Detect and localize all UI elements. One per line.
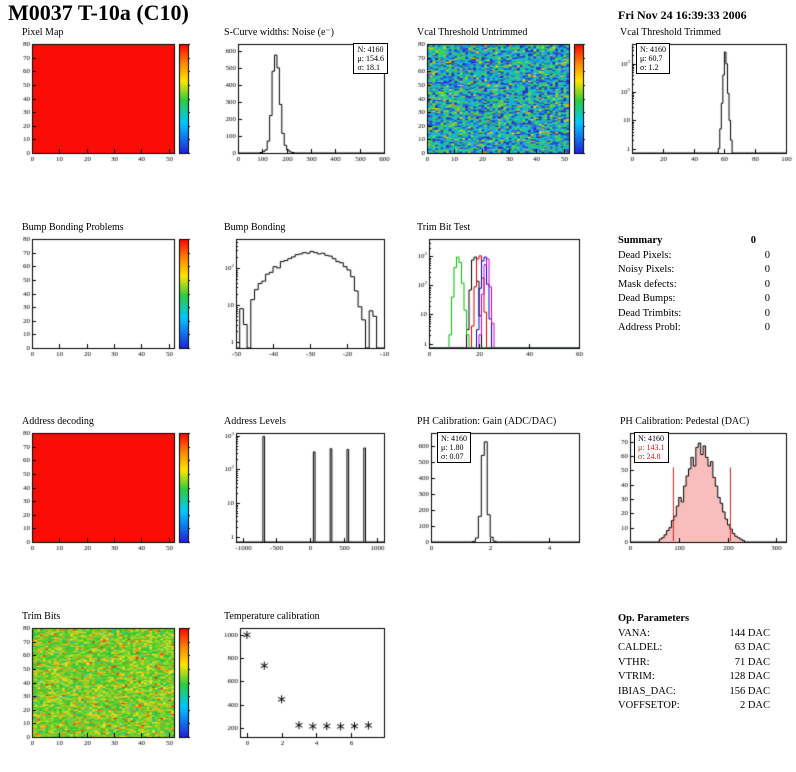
panel-pixel-map: Pixel Map [8,27,204,167]
chart-title: Vcal Threshold Trimmed [620,27,721,38]
summary-value: 0 [750,235,756,246]
summary-header: Summary 0 [618,234,770,249]
stats-box: N: 4160 μ: 1.80 σ: 0.07 [437,432,471,463]
op-parameter-label: CALDEL: [618,642,663,653]
panel-address-levels: Address Levels [210,416,392,556]
op-parameter-label: VTHR: [618,656,650,668]
op-parameter-label: VANA: [618,627,650,639]
report-title: M0037 T-10a (C10) [8,0,189,25]
op-parameter-label: VOFFSETOP: [618,700,680,711]
stat-entries: N: 4160 [638,434,664,443]
stat-sigma: σ: 24.8 [638,452,661,461]
summary-count: 0 [764,322,770,333]
stat-mean: μ: 143.1 [638,443,665,452]
chart-title: Bump Bonding [224,222,286,233]
op-parameter-value: 128 DAC [729,671,770,682]
panel-temperature: Temperature calibration [210,611,392,751]
trim-bits-chart [8,623,204,751]
summary-label: Address Probl: [618,322,681,333]
panel-ph-pedestal: PH Calibration: Pedestal (DAC) N: 4160 μ… [606,416,794,556]
stat-sigma: σ: 18.1 [357,63,381,72]
panel-scurve-noise: S-Curve widths: Noise (e⁻) N: 4160 μ: 15… [210,27,392,167]
op-parameter-row: VTRIM: 128 DAC [618,670,770,685]
bump-problems-chart [8,234,204,362]
trim-bit-test-chart [403,234,587,362]
op-parameter-row: VOFFSETOP: 2 DAC [618,699,770,714]
summary-count: 0 [764,278,770,290]
op-parameter-label: VTRIM: [618,671,655,682]
address-decoding-chart [8,428,204,556]
summary-count: 0 [764,307,770,319]
stat-entries: N: 4160 [441,434,467,443]
summary-count: 0 [764,293,770,304]
chart-title: Trim Bit Test [417,222,471,233]
chart-title: Vcal Threshold Untrimmed [417,27,528,38]
op-parameter-row: VANA: 144 DAC [618,627,770,642]
chart-title: Pixel Map [22,27,64,38]
summary-row: Dead Bumps: 0 [618,292,770,307]
vcal-trimmed-chart [606,39,794,167]
stats-box: N: 4160 μ: 154.6 σ: 18.1 [353,43,388,74]
stats-box: N: 4160 μ: 143.1 σ: 24.8 [634,432,669,463]
op-parameter-value: 2 DAC [739,700,770,711]
stat-mean: μ: 1.80 [441,443,464,452]
ph-gain-chart [403,428,587,556]
summary-label: Dead Trimbits: [618,307,682,319]
stats-box: N: 4160 μ: 60.7 σ: 1.2 [636,43,670,74]
summary-label: Dead Bumps: [618,293,676,304]
chart-title: Trim Bits [22,611,61,622]
panel-ph-gain: PH Calibration: Gain (ADC/DAC) N: 4160 μ… [403,416,587,556]
op-parameter-label: IBIAS_DAC: [618,685,676,697]
stat-entries: N: 4160 [357,45,384,54]
summary-row: Dead Trimbits: 0 [618,307,770,322]
chart-title: Address decoding [22,416,94,427]
summary-row: Address Probl: 0 [618,321,770,336]
summary-label: Mask defects: [618,278,677,290]
panel-bump-bonding: Bump Bonding [210,222,392,362]
op-parameter-row: VTHR: 71 DAC [618,656,770,671]
stat-mean: μ: 60.7 [640,54,663,63]
chart-title: PH Calibration: Gain (ADC/DAC) [417,416,557,427]
summary-count: 0 [764,249,770,261]
op-parameter-value: 144 DAC [729,627,770,639]
panel-trim-bits: Trim Bits [8,611,204,751]
panel-vcal-trimmed: Vcal Threshold Trimmed N: 4160 μ: 60.7 σ… [606,27,794,167]
op-parameter-value: 156 DAC [729,685,770,697]
report-date: Fri Nov 24 16:39:33 2006 [618,8,747,22]
stat-mean: μ: 154.6 [357,54,384,63]
chart-title: S-Curve widths: Noise (e⁻) [224,27,334,38]
chart-title: Bump Bonding Problems [22,222,124,233]
op-parameter-value: 71 DAC [734,656,770,668]
op-parameter-row: CALDEL: 63 DAC [618,641,770,656]
summary-label: Noisy Pixels: [618,264,675,275]
op-parameters-block: Op. Parameters VANA: 144 DAC CALDEL: 63 DA… [618,612,770,714]
summary-title: Summary [618,235,663,246]
chart-title: PH Calibration: Pedestal (DAC) [620,416,750,427]
op-parameters-title: Op. Parameters [618,613,690,624]
summary-label: Dead Pixels: [618,249,672,261]
chart-title: Address Levels [224,416,286,427]
stat-sigma: σ: 0.07 [441,452,464,461]
summary-row: Noisy Pixels: 0 [618,263,770,278]
address-levels-chart [210,428,392,556]
panel-trim-bit-test: Trim Bit Test [403,222,587,362]
op-parameters-header: Op. Parameters [618,612,770,627]
summary-row: Mask defects: 0 [618,278,770,293]
panel-address-decoding: Address decoding [8,416,204,556]
vcal-untrimmed-chart [403,39,599,167]
summary-count: 0 [764,264,770,275]
bump-bonding-chart [210,234,392,362]
stat-sigma: σ: 1.2 [640,63,659,72]
panel-vcal-untrimmed: Vcal Threshold Untrimmed [403,27,599,167]
chart-title: Temperature calibration [224,611,320,622]
summary-row: Dead Pixels: 0 [618,249,770,264]
summary-block: Summary 0 Dead Pixels: 0 Noisy Pixels: 0 M… [618,234,770,336]
pixel-map-chart [8,39,204,167]
op-parameter-row: IBIAS_DAC: 156 DAC [618,685,770,700]
stat-entries: N: 4160 [640,45,666,54]
panel-bump-problems: Bump Bonding Problems [8,222,204,362]
temperature-chart [210,623,392,751]
op-parameter-value: 63 DAC [734,642,770,653]
